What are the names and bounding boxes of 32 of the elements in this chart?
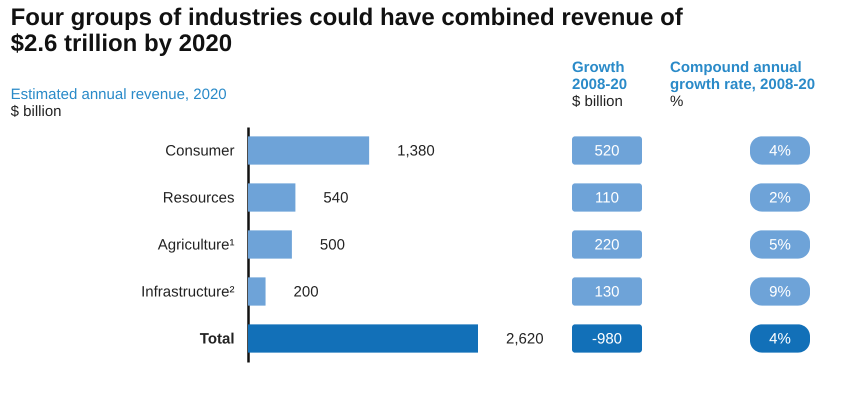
text: %	[670, 93, 684, 110]
bar	[248, 136, 370, 165]
y-tick-label: Resources	[162, 190, 234, 206]
data-label: 520	[594, 142, 620, 160]
bar	[248, 183, 296, 212]
text: Compound annual growth rate, 2008-20	[670, 59, 816, 93]
y-tick-label: Total	[200, 330, 234, 348]
data-label: 500	[320, 236, 345, 254]
data-label: -980	[592, 330, 622, 348]
data-label: 200	[294, 284, 319, 300]
bar	[248, 230, 292, 259]
text: Estimated annual revenue, 2020	[10, 86, 227, 103]
data-label: 2%	[769, 190, 791, 206]
text: Growth 2008-20	[572, 59, 628, 93]
bar	[248, 277, 266, 306]
data-label: 4%	[769, 330, 791, 348]
data-label: 110	[595, 190, 619, 206]
data-label: 4%	[769, 142, 791, 160]
chart-title: Four groups of industries could have combined revenue of $2.6 trillion by 2020	[10, 4, 684, 57]
y-tick-label: Infrastructure²	[141, 284, 234, 300]
data-label: 220	[594, 236, 620, 254]
data-label: 130	[594, 284, 620, 300]
x-axis-title: $ billion	[10, 103, 62, 120]
y-tick-label: Agriculture¹	[158, 236, 234, 254]
data-label: 9%	[769, 284, 791, 300]
bar	[248, 324, 478, 353]
data-label: 1,380	[397, 142, 435, 160]
y-tick-label: Consumer	[165, 142, 234, 160]
text: $ billion	[572, 93, 623, 110]
data-label: 540	[323, 190, 348, 206]
data-label: 5%	[769, 236, 791, 254]
data-label: 2,620	[506, 330, 544, 348]
